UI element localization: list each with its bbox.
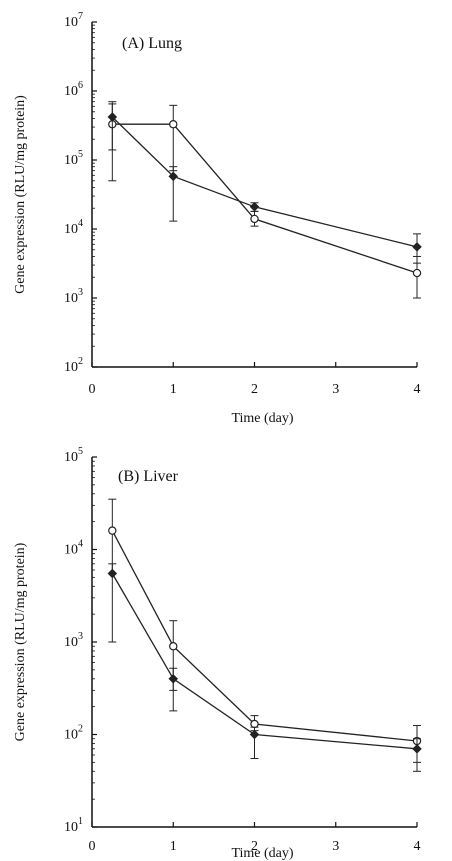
panel-label: (A) Lung	[122, 35, 182, 52]
panel-label: (B) Liver	[118, 468, 179, 485]
y-tick-label-exponent: 2	[78, 724, 83, 735]
y-tick-label-base: 10	[64, 635, 78, 650]
y-tick-label: 103	[64, 287, 83, 306]
y-tick-label: 105	[64, 446, 83, 465]
y-tick-label: 102	[64, 356, 83, 375]
y-tick-label-base: 10	[64, 450, 78, 465]
y-tick-label-base: 10	[64, 153, 78, 168]
y-tick-label-exponent: 6	[78, 80, 83, 91]
y-axis-label: Gene expression (RLU/mg protein)	[13, 95, 28, 294]
y-tick-label-base: 10	[64, 84, 78, 99]
y-tick-label-base: 10	[64, 820, 78, 835]
x-axis-label: Time (day)	[231, 846, 293, 861]
y-tick-label-base: 10	[64, 360, 78, 375]
y-tick-label: 104	[64, 218, 83, 237]
x-tick-label: 0	[89, 382, 96, 397]
data-point	[412, 242, 422, 252]
y-tick-label: 102	[64, 724, 83, 743]
x-tick-label: 2	[251, 839, 258, 854]
x-tick-label: 1	[170, 839, 177, 854]
x-tick-label: 4	[414, 382, 421, 397]
series-2	[107, 101, 422, 264]
y-tick-label-base: 10	[64, 15, 78, 30]
data-point	[412, 268, 422, 278]
data-point	[250, 214, 259, 224]
data-point	[169, 120, 178, 129]
data-point	[107, 568, 118, 579]
series-1	[108, 498, 422, 763]
x-axis-label: Time (day)	[231, 411, 293, 426]
y-tick-label-base: 10	[64, 728, 78, 743]
y-tick-label: 106	[64, 80, 83, 99]
y-tick-label-exponent: 3	[78, 631, 83, 642]
y-tick-label-exponent: 1	[78, 816, 83, 827]
y-tick-label-base: 10	[64, 543, 78, 558]
y-tick-label-exponent: 2	[78, 356, 83, 367]
y-tick-label: 105	[64, 149, 83, 168]
series-line	[111, 116, 418, 248]
data-point	[249, 729, 260, 740]
data-point	[168, 171, 179, 182]
y-tick-label: 101	[64, 816, 83, 835]
y-tick-label: 104	[64, 539, 83, 558]
data-point	[169, 642, 178, 651]
x-tick-label: 0	[89, 839, 96, 854]
data-point	[107, 112, 118, 122]
data-point	[108, 526, 117, 535]
x-tick-label: 3	[332, 382, 339, 397]
y-tick-label-exponent: 5	[78, 149, 83, 160]
y-tick-label-exponent: 4	[78, 539, 83, 550]
x-tick-label: 2	[251, 382, 258, 397]
x-tick-label: 1	[170, 382, 177, 397]
data-point	[412, 744, 422, 754]
x-tick-label: 3	[332, 839, 339, 854]
y-tick-label-exponent: 5	[78, 446, 83, 457]
series-1	[108, 103, 422, 299]
data-point	[168, 674, 179, 684]
y-tick-label-exponent: 4	[78, 218, 83, 229]
y-axis-label: Gene expression (RLU/mg protein)	[13, 542, 28, 741]
series-line	[111, 530, 418, 742]
data-point	[249, 202, 260, 212]
series-line	[111, 573, 418, 750]
y-tick-label-base: 10	[64, 222, 78, 237]
y-tick-label: 103	[64, 631, 83, 650]
y-tick-label-base: 10	[64, 291, 78, 306]
series-line	[112, 123, 418, 274]
data-point	[250, 719, 259, 729]
series-2	[107, 563, 422, 772]
x-tick-label: 4	[414, 839, 421, 854]
y-tick-label: 107	[64, 11, 83, 30]
y-tick-label-exponent: 3	[78, 287, 83, 298]
y-tick-label-exponent: 7	[78, 11, 83, 22]
